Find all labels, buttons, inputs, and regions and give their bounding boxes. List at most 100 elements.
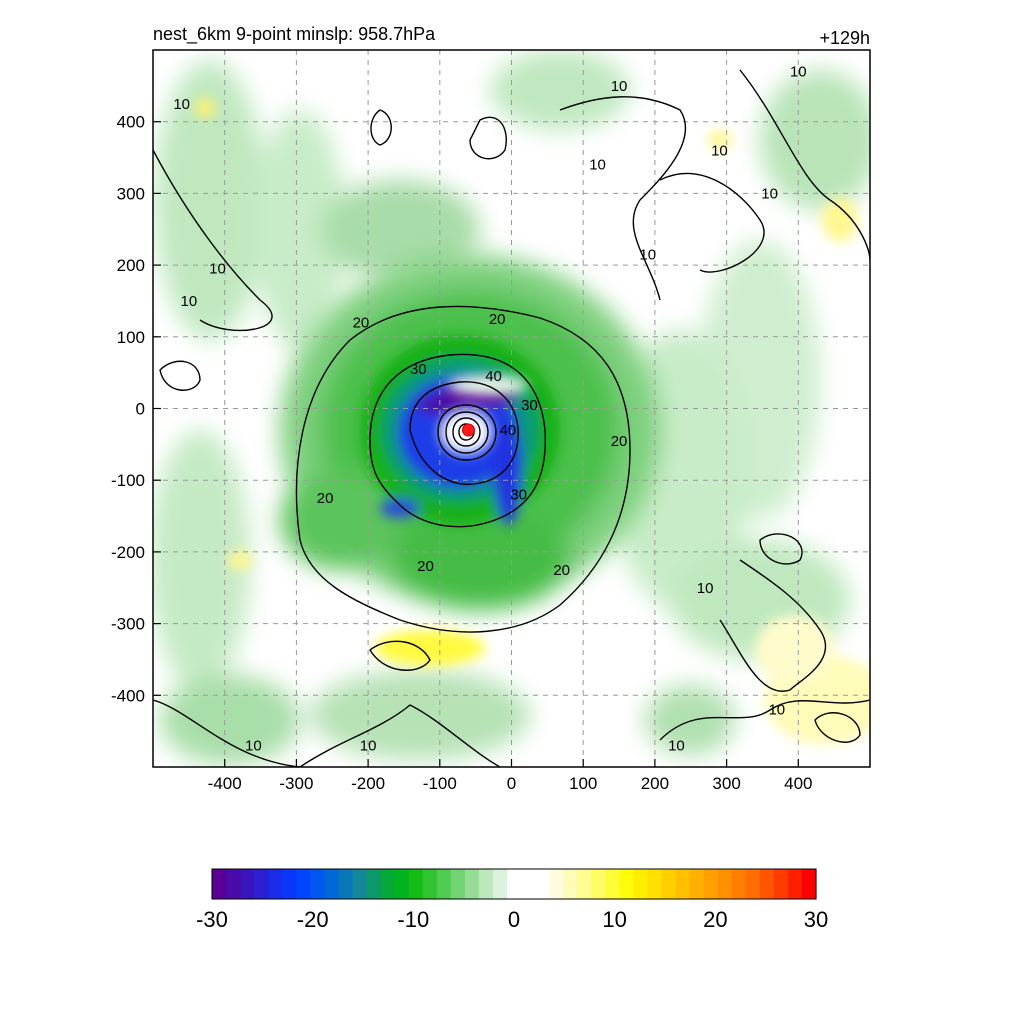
y-tick-label: 300 <box>117 184 145 203</box>
colorbar-cell <box>240 869 255 899</box>
colorbar-tick-label: -30 <box>196 907 228 932</box>
contour-label: 20 <box>611 433 628 450</box>
colorbar-cell <box>422 869 438 899</box>
y-tick-label: 200 <box>117 256 145 275</box>
colorbar-cell <box>605 869 620 899</box>
colorbar-cell <box>549 869 564 899</box>
colorbar-cell <box>394 869 410 899</box>
x-tick-label: 200 <box>641 774 669 793</box>
colorbar-cell <box>731 869 747 899</box>
colorbar-cell <box>787 869 803 899</box>
contour-line-inner-2 <box>445 411 489 454</box>
contour-labels: 10 10 10 10 10 10 10 10 10 10 10 10 10 10 20 20 20 20 20 20… <box>173 64 807 755</box>
contour-label: 20 <box>353 314 370 331</box>
contour-label-text: 10 <box>697 580 714 597</box>
contour-label: 20 <box>417 558 434 575</box>
contour-label-text: 10 <box>768 702 785 719</box>
contour-label-text: 10 <box>790 64 807 81</box>
colorbar-tick-label: 0 <box>508 907 520 932</box>
colorbar-cell <box>324 869 340 899</box>
storm-center-marker <box>461 423 475 437</box>
contour-label-text: 10 <box>173 96 190 113</box>
y-tick-label: 400 <box>117 113 145 132</box>
forecast-hour-label: +129h <box>819 28 870 48</box>
contour-label: 20 <box>489 311 506 328</box>
contour-label-text: 10 <box>711 142 728 159</box>
x-tick-label: 0 <box>507 774 516 793</box>
contour-blob-1 <box>469 116 507 160</box>
colorbar-cell <box>521 869 536 899</box>
contour-label: 10 <box>360 737 377 754</box>
colorbar-cell <box>282 869 297 899</box>
contour-label-text: 10 <box>209 261 226 278</box>
colorbar-cells <box>212 869 817 899</box>
y-tick-label: -400 <box>111 686 145 705</box>
contour-label: 10 <box>768 702 785 719</box>
contour-label: 40 <box>485 368 502 385</box>
y-tick-label: -100 <box>111 471 145 490</box>
colorbar-cell <box>619 869 634 899</box>
colorbar-tick-label: 30 <box>804 907 828 932</box>
contour-blob-6 <box>369 640 431 671</box>
contour-label-text: 10 <box>639 246 656 263</box>
contour-label: 10 <box>245 737 262 754</box>
colorbar-cell <box>212 869 227 899</box>
colorbar-cell <box>226 869 241 899</box>
contour-label: 10 <box>589 157 606 174</box>
colorbar-cell <box>745 869 761 899</box>
colorbar-cell <box>338 869 354 899</box>
y-tick-label: -200 <box>111 543 145 562</box>
field-positive <box>195 98 870 745</box>
colorbar-tick-label: 10 <box>602 907 626 932</box>
colorbar-cell <box>506 869 522 899</box>
chart-title: nest_6km 9-point minslp: 958.7hPa <box>153 24 436 45</box>
contour-label: 10 <box>639 246 656 263</box>
contour-label-text: 30 <box>521 397 538 414</box>
contour-label-text: 10 <box>181 293 198 310</box>
contour-label: 40 <box>500 422 517 439</box>
colorbar-cell <box>478 869 494 899</box>
contour-label: 10 <box>697 580 714 597</box>
contour-line-30 <box>369 353 547 528</box>
contour-label: 10 <box>611 78 628 95</box>
contour-label-text: 20 <box>317 490 334 507</box>
colorbar-frame <box>211 868 817 900</box>
contour-label: 10 <box>790 64 807 81</box>
contour-label: 30 <box>510 487 527 504</box>
x-axis: -400 -300 -200 -100 0 100 200 300 400 <box>208 759 812 793</box>
y-axis: 400 300 200 100 0 -100 -200 -300 -400 <box>111 113 161 705</box>
contour-label: 10 <box>181 293 198 310</box>
contour-blob-3 <box>159 360 201 391</box>
contour-label-text: 20 <box>353 314 370 331</box>
x-tick-label: 400 <box>784 774 812 793</box>
contour-blob-2 <box>370 109 392 146</box>
contour-label-text: 20 <box>417 558 434 575</box>
colorbar-cell <box>436 869 452 899</box>
x-tick-label: -100 <box>423 774 457 793</box>
contour-label: 30 <box>410 361 427 378</box>
colorbar-cell <box>380 869 396 899</box>
colorbar-cell <box>268 869 283 899</box>
colorbar-cell <box>703 869 719 899</box>
contour-line-inner-3 <box>452 417 481 447</box>
contour-label: 20 <box>317 490 334 507</box>
colorbar-cell <box>492 869 508 899</box>
contour-label: 10 <box>173 96 190 113</box>
x-tick-label: -200 <box>351 774 385 793</box>
colorbar-cell <box>801 869 817 899</box>
contour-lines <box>153 69 870 767</box>
colorbar-cell <box>633 869 649 899</box>
contour-label-text: 20 <box>611 433 628 450</box>
colorbar-tick-label: -20 <box>297 907 329 932</box>
contour-label-text: 20 <box>553 562 570 579</box>
colorbar-cell <box>408 869 424 899</box>
contour-label: 10 <box>761 185 778 202</box>
x-tick-label: -300 <box>279 774 313 793</box>
contour-label-text: 10 <box>611 78 628 95</box>
y-tick-label: -300 <box>111 615 145 634</box>
contour-label: 10 <box>711 142 728 159</box>
contour-label: 30 <box>521 397 538 414</box>
contour-label-text: 10 <box>668 737 685 754</box>
contour-blob-4 <box>759 533 803 565</box>
colorbar-cell <box>689 869 705 899</box>
